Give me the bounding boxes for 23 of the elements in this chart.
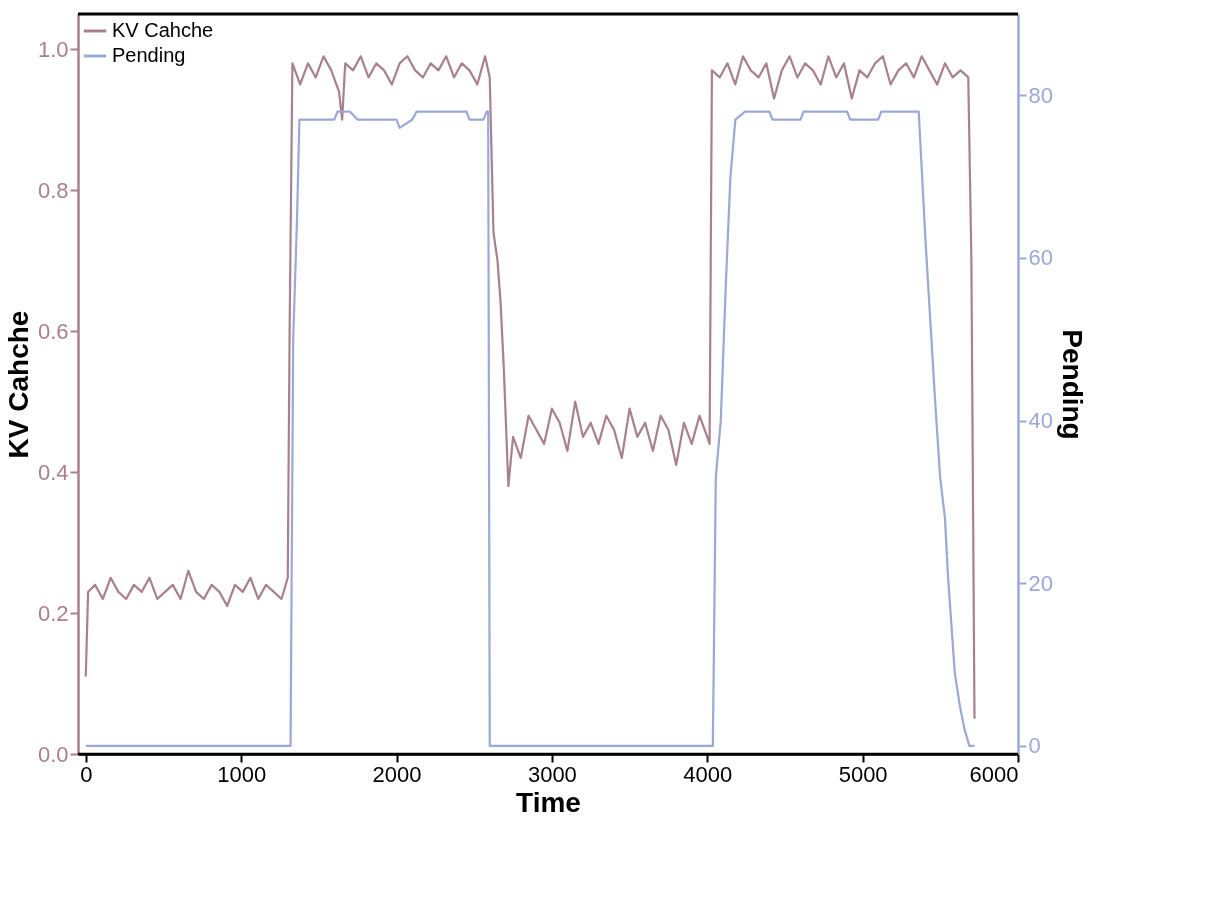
x-tick-label: 0 bbox=[80, 761, 93, 787]
x-tick-label: 1000 bbox=[217, 761, 267, 787]
y2-axis-title: Pending bbox=[1056, 329, 1088, 440]
x-tick-label: 6000 bbox=[969, 761, 1019, 787]
y2-tick-label: 60 bbox=[1028, 245, 1053, 271]
y-tick-label: 0.8 bbox=[37, 177, 69, 203]
y-tick-label: 0.6 bbox=[37, 318, 69, 344]
x-tick-label: 2000 bbox=[372, 761, 422, 787]
x-tick-label: 4000 bbox=[683, 761, 733, 787]
x-axis-title: Time bbox=[516, 786, 581, 818]
y2-tick-label: 0 bbox=[1028, 733, 1041, 759]
x-tick-label: 3000 bbox=[527, 761, 577, 787]
y2-tick-label: 80 bbox=[1028, 82, 1053, 108]
y-tick-label: 0.4 bbox=[37, 459, 69, 485]
legend-label: KV Cahche bbox=[112, 19, 214, 41]
y-axis-title: KV Cahche bbox=[2, 310, 34, 459]
y2-tick-label: 20 bbox=[1028, 570, 1053, 596]
x-tick-label: 5000 bbox=[838, 761, 888, 787]
y-tick-label: 0.0 bbox=[37, 741, 69, 767]
legend-label: Pending bbox=[112, 44, 186, 66]
y2-tick-label: 40 bbox=[1028, 408, 1053, 434]
y-tick-label: 0.2 bbox=[37, 600, 69, 626]
y-tick-label: 1.0 bbox=[37, 36, 69, 62]
